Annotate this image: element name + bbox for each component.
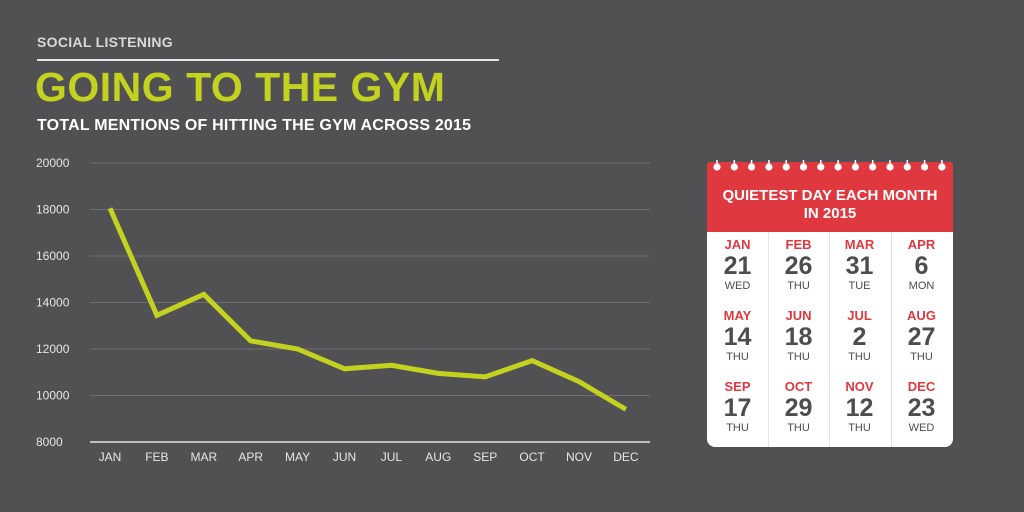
calendar-day: 14	[723, 323, 752, 351]
calendar-title-line1: QUIETEST DAY EACH MONTH	[722, 187, 938, 204]
calendar-weekday: THU	[910, 351, 933, 363]
calendar-weekday: TUE	[848, 280, 871, 292]
calendar-ring-icons	[713, 160, 946, 171]
calendar-day: 31	[845, 252, 874, 280]
calendar-day: 29	[784, 394, 813, 422]
series-line	[107, 207, 628, 412]
calendar-month: SEP	[724, 379, 751, 394]
calendar-day: 23	[907, 394, 936, 422]
calendar-day: 18	[784, 323, 813, 351]
page-subtitle: TOTAL MENTIONS OF HITTING THE GYM ACROSS…	[37, 117, 472, 134]
calendar-month: APR	[907, 237, 936, 252]
x-axis-ticks: JAN FEB MAR APR MAY JUN JUL AUG SEP OCT NOV DEC	[99, 450, 639, 464]
y-tick-label: 10000	[36, 389, 70, 403]
y-tick-label: 18000	[36, 203, 70, 217]
x-tick-label: NOV	[566, 450, 592, 464]
calendar-cell: JUL 2 THU	[829, 303, 890, 373]
calendar-month: NOV	[845, 379, 874, 394]
calendar-month: FEB	[785, 237, 812, 252]
series-group	[107, 207, 628, 412]
x-tick-label: MAY	[285, 450, 310, 464]
calendar-weekday: THU	[726, 351, 749, 363]
calendar-weekday: WED	[724, 280, 751, 292]
calendar-cell: JUN 18 THU	[768, 303, 829, 373]
calendar-cell: MAR 31 TUE	[829, 232, 890, 302]
calendar-day: 26	[784, 252, 813, 280]
calendar-month: DEC	[907, 379, 936, 394]
calendar-weekday: THU	[726, 422, 749, 434]
x-tick-label: APR	[238, 450, 263, 464]
calendar-weekday: THU	[848, 422, 871, 434]
calendar-weekday: MON	[908, 280, 935, 292]
y-tick-label: 20000	[36, 156, 70, 170]
x-tick-label: JAN	[99, 450, 122, 464]
line-chart: 8000 10000 12000 14000 16000 18000 20000 JAN FE…	[36, 156, 650, 464]
calendar-month: MAY	[723, 308, 752, 323]
calendar-month: MAR	[844, 237, 875, 252]
page-title: GOING TO THE GYM	[35, 64, 446, 110]
calendar-title-line2: IN 2015	[803, 205, 857, 222]
x-tick-label: MAR	[190, 450, 217, 464]
x-tick-label: OCT	[519, 450, 545, 464]
calendar-header	[707, 162, 953, 232]
calendar-weekday: THU	[787, 422, 810, 434]
calendar-day: 17	[723, 394, 752, 422]
x-tick-label: AUG	[425, 450, 451, 464]
x-tick-label: FEB	[145, 450, 168, 464]
y-tick-label: 12000	[36, 342, 70, 356]
y-tick-label: 8000	[36, 435, 63, 449]
calendar-day: 12	[845, 394, 874, 422]
quietest-day-calendar: QUIETEST DAY EACH MONTH IN 2015 JAN 21 WED…	[707, 160, 953, 447]
calendar-month: AUG	[907, 308, 936, 323]
calendar-divider	[829, 232, 830, 447]
x-tick-label: SEP	[473, 450, 497, 464]
calendar-weekday: THU	[848, 351, 871, 363]
calendar-divider	[768, 232, 769, 447]
calendar-day: 21	[723, 252, 752, 280]
calendar-month: OCT	[784, 379, 813, 394]
calendar-weekday: WED	[908, 422, 935, 434]
x-tick-label: JUL	[381, 450, 403, 464]
y-axis-ticks: 8000 10000 12000 14000 16000 18000 20000	[36, 156, 70, 449]
calendar-month: JUL	[847, 308, 872, 323]
kicker-label: SOCIAL LISTENING	[37, 34, 173, 50]
calendar-day: 27	[907, 323, 936, 351]
y-tick-label: 14000	[36, 296, 70, 310]
calendar-month: JAN	[724, 237, 751, 252]
kicker-divider	[37, 59, 499, 61]
calendar-day: 2	[852, 323, 867, 351]
calendar-grid: JAN 21 WED FEB 26 THU MAR 31 TUE APR 6 MON MAY 14 THU J…	[707, 232, 953, 447]
calendar-cell: APR 6 MON	[891, 232, 952, 302]
y-tick-label: 16000	[36, 249, 70, 263]
calendar-divider	[891, 232, 892, 447]
calendar-cell: OCT 29 THU	[768, 374, 829, 444]
calendar-day: 6	[914, 252, 929, 280]
calendar-cell: MAY 14 THU	[707, 303, 768, 373]
calendar-cell: SEP 17 THU	[707, 374, 768, 444]
chart-gridlines	[90, 162, 650, 396]
calendar-title: QUIETEST DAY EACH MONTH IN 2015	[707, 187, 953, 223]
calendar-cell: DEC 23 WED	[891, 374, 952, 444]
calendar-cell: AUG 27 THU	[891, 303, 952, 373]
calendar-cell: FEB 26 THU	[768, 232, 829, 302]
x-tick-label: JUN	[333, 450, 356, 464]
calendar-weekday: THU	[787, 280, 810, 292]
calendar-month: JUN	[785, 308, 812, 323]
calendar-cell: NOV 12 THU	[829, 374, 890, 444]
calendar-weekday: THU	[787, 351, 810, 363]
calendar-cell: JAN 21 WED	[707, 232, 768, 302]
x-tick-label: DEC	[613, 450, 639, 464]
